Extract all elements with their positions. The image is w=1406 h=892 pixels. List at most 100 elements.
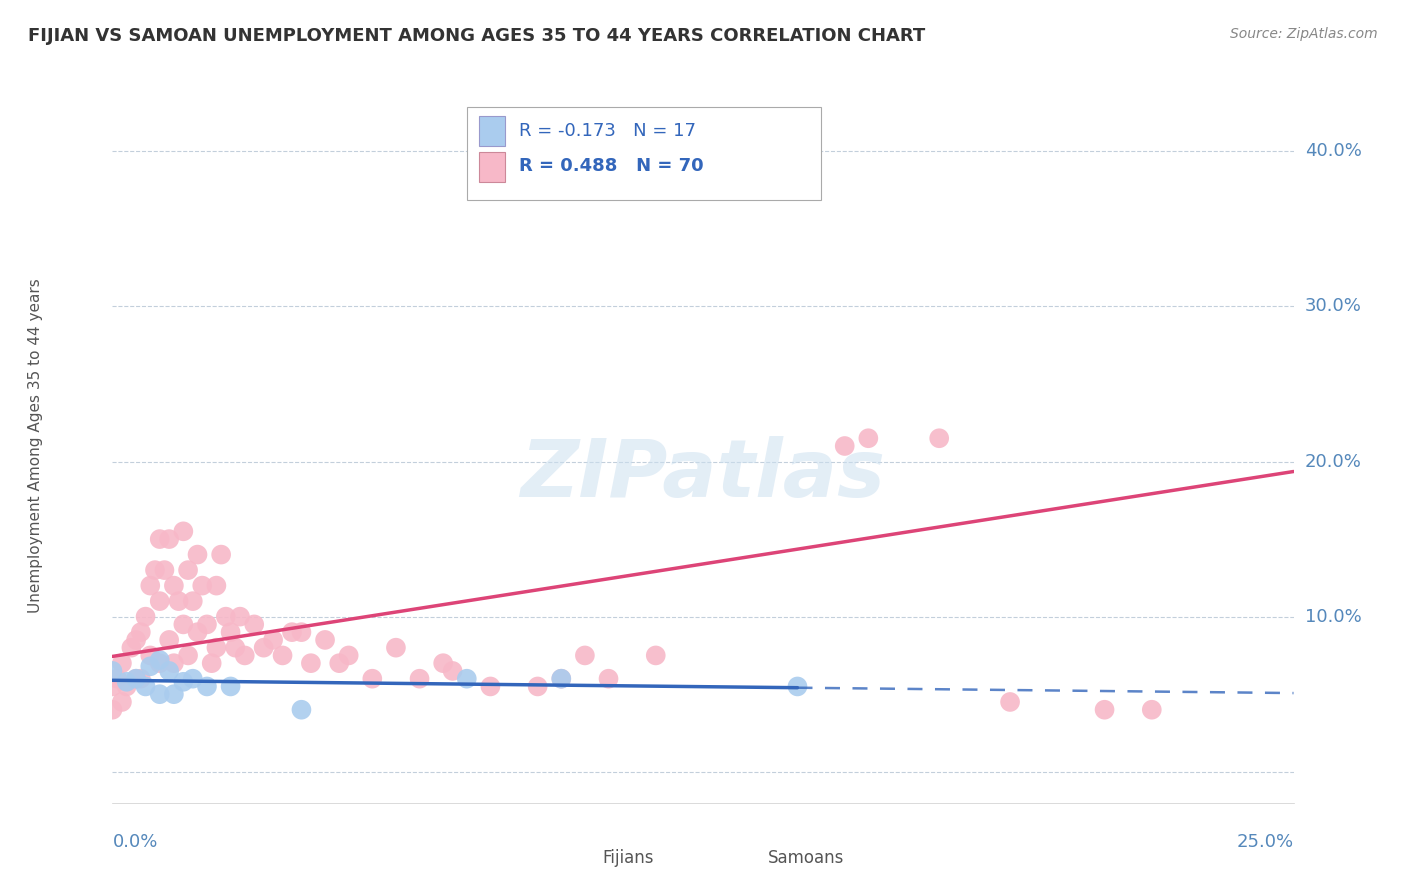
Point: [1094, 703, 1116, 717]
Point: [456, 672, 478, 686]
Point: [408, 672, 430, 686]
Point: [101, 703, 124, 717]
Point: [328, 656, 350, 670]
Point: [644, 648, 666, 663]
Point: [125, 672, 148, 686]
Text: Unemployment Among Ages 35 to 44 years: Unemployment Among Ages 35 to 44 years: [28, 278, 44, 614]
Point: [1140, 703, 1163, 717]
Point: [786, 680, 808, 694]
Point: [441, 664, 464, 678]
Text: 25.0%: 25.0%: [1236, 833, 1294, 851]
Text: 20.0%: 20.0%: [1305, 452, 1361, 470]
Point: [125, 672, 148, 686]
Point: [598, 672, 620, 686]
Point: [101, 664, 124, 678]
Point: [115, 674, 138, 689]
Bar: [478, 152, 505, 182]
Point: [191, 579, 214, 593]
Bar: [574, 846, 599, 871]
Point: [205, 579, 228, 593]
Point: [224, 640, 246, 655]
Point: [163, 687, 186, 701]
Point: [163, 656, 186, 670]
Text: 30.0%: 30.0%: [1305, 297, 1361, 316]
Point: [290, 703, 312, 717]
Point: [550, 672, 572, 686]
Text: Source: ZipAtlas.com: Source: ZipAtlas.com: [1230, 27, 1378, 41]
Point: [115, 680, 138, 694]
Point: [233, 648, 256, 663]
Point: [101, 680, 124, 694]
Point: [177, 648, 200, 663]
Text: ZIPatlas: ZIPatlas: [520, 435, 886, 514]
Point: [998, 695, 1021, 709]
Point: [139, 648, 162, 663]
Point: [479, 680, 502, 694]
Point: [432, 656, 454, 670]
Point: [105, 672, 128, 686]
Point: [314, 632, 336, 647]
Point: [195, 680, 218, 694]
Text: Samoans: Samoans: [768, 849, 845, 867]
Point: [157, 632, 180, 647]
Point: [139, 579, 162, 593]
Point: [139, 659, 162, 673]
Point: [143, 563, 166, 577]
Point: [550, 672, 572, 686]
Point: [229, 609, 252, 624]
Point: [271, 648, 294, 663]
Text: R = 0.488   N = 70: R = 0.488 N = 70: [519, 157, 703, 175]
Point: [209, 548, 232, 562]
Point: [181, 672, 204, 686]
Point: [125, 632, 148, 647]
FancyBboxPatch shape: [467, 107, 821, 200]
Point: [120, 640, 142, 655]
Point: [526, 680, 548, 694]
Point: [172, 617, 194, 632]
Point: [219, 625, 242, 640]
Point: [111, 656, 134, 670]
Point: [361, 672, 384, 686]
Text: 0.0%: 0.0%: [112, 833, 157, 851]
Point: [195, 617, 218, 632]
Bar: [738, 846, 765, 871]
Point: [149, 653, 172, 667]
Point: [157, 532, 180, 546]
Point: [205, 640, 228, 655]
Point: [129, 625, 152, 640]
Point: [503, 183, 526, 197]
Point: [153, 563, 176, 577]
Point: [172, 524, 194, 539]
Point: [167, 594, 190, 608]
Point: [129, 672, 152, 686]
Point: [172, 674, 194, 689]
Point: [219, 680, 242, 694]
Point: [858, 431, 880, 445]
Point: [215, 609, 238, 624]
Point: [149, 687, 172, 701]
Text: 40.0%: 40.0%: [1305, 142, 1361, 161]
Text: FIJIAN VS SAMOAN UNEMPLOYMENT AMONG AGES 35 TO 44 YEARS CORRELATION CHART: FIJIAN VS SAMOAN UNEMPLOYMENT AMONG AGES…: [28, 27, 925, 45]
Point: [337, 648, 360, 663]
Point: [281, 625, 304, 640]
Point: [157, 664, 180, 678]
Point: [135, 680, 157, 694]
Point: [149, 656, 172, 670]
Point: [385, 640, 408, 655]
Text: 10.0%: 10.0%: [1305, 607, 1361, 625]
Point: [834, 439, 856, 453]
Point: [149, 594, 172, 608]
Point: [181, 594, 204, 608]
Text: Fijians: Fijians: [603, 849, 654, 867]
Point: [290, 625, 312, 640]
Point: [574, 648, 596, 663]
Point: [299, 656, 322, 670]
Point: [243, 617, 266, 632]
Point: [149, 532, 172, 546]
Point: [186, 625, 208, 640]
Point: [111, 695, 134, 709]
Text: R = -0.173   N = 17: R = -0.173 N = 17: [519, 121, 696, 139]
Point: [928, 431, 950, 445]
Point: [262, 632, 284, 647]
Bar: [478, 116, 505, 146]
